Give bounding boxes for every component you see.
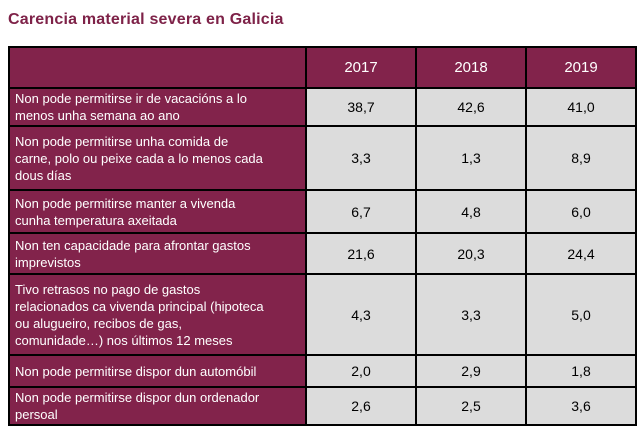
value-cell: 6,0 <box>525 189 637 234</box>
value-cell: 20,3 <box>415 232 527 275</box>
value-cell: 8,9 <box>525 125 637 191</box>
column-header-2017: 2017 <box>305 46 417 89</box>
row-label: Non pode permitirse manter a vivenda cun… <box>8 189 307 234</box>
table-row: Non pode permitirse unha comida de carne… <box>8 125 637 191</box>
row-label: Tivo retrasos no pago de gastos relacion… <box>8 273 307 356</box>
row-label-text: Non pode permitirse dispor dun ordenador… <box>15 390 260 422</box>
value-cell: 41,0 <box>525 87 637 127</box>
value-cell: 2,9 <box>415 354 527 388</box>
header-row: 2017 2018 2019 <box>8 46 637 89</box>
value-cell: 4,8 <box>415 189 527 234</box>
value-cell: 2,5 <box>415 386 527 426</box>
table-row: Non pode permitirse dispor dun ordenador… <box>8 386 637 426</box>
value-cell: 38,7 <box>305 87 417 127</box>
row-label: Non pode permitirse dispor dun automóbil <box>8 354 307 388</box>
page-title: Carencia material severa en Galicia <box>8 11 284 28</box>
row-label-text: Non pode permitirse dispor dun automóbil <box>15 364 257 380</box>
row-label: Non pode permitirse ir de vacacións a lo… <box>8 87 307 127</box>
value-cell: 21,6 <box>305 232 417 275</box>
value-cell: 1,3 <box>415 125 527 191</box>
row-label-text: Non pode permitirse ir de vacacións a lo… <box>15 91 247 123</box>
row-label-text: Non pode permitirse unha comida de carne… <box>15 133 263 183</box>
value-cell: 2,0 <box>305 354 417 388</box>
table-row: Non pode permitirse manter a vivenda cun… <box>8 189 637 234</box>
row-label: Non pode permitirse unha comida de carne… <box>8 125 307 191</box>
value-cell: 5,0 <box>525 273 637 356</box>
row-label-text: Non pode permitirse manter a vivenda cun… <box>15 195 236 228</box>
row-label: Non ten capacidade para afrontar gastos … <box>8 232 307 275</box>
table-row: Tivo retrasos no pago de gastos relacion… <box>8 273 637 356</box>
value-cell: 6,7 <box>305 189 417 234</box>
table-row: Non ten capacidade para afrontar gastos … <box>8 232 637 275</box>
table-row: Non pode permitirse dispor dun automóbil… <box>8 354 637 388</box>
value-cell: 3,3 <box>415 273 527 356</box>
value-cell: 24,4 <box>525 232 637 275</box>
value-cell: 1,8 <box>525 354 637 388</box>
value-cell: 2,6 <box>305 386 417 426</box>
value-cell: 3,6 <box>525 386 637 426</box>
value-cell: 42,6 <box>415 87 527 127</box>
column-header-2019: 2019 <box>525 46 637 89</box>
severe-material-deprivation-table: 2017 2018 2019 Non pode permitirse ir de… <box>8 46 637 426</box>
row-label-text: Tivo retrasos no pago de gastos relacion… <box>15 281 264 348</box>
row-label-text: Non ten capacidade para afrontar gastos … <box>15 237 251 270</box>
column-header-2018: 2018 <box>415 46 527 89</box>
value-cell: 3,3 <box>305 125 417 191</box>
value-cell: 4,3 <box>305 273 417 356</box>
row-label: Non pode permitirse dispor dun ordenador… <box>8 386 307 426</box>
table-row: Non pode permitirse ir de vacacións a lo… <box>8 87 637 127</box>
corner-cell <box>8 46 307 89</box>
